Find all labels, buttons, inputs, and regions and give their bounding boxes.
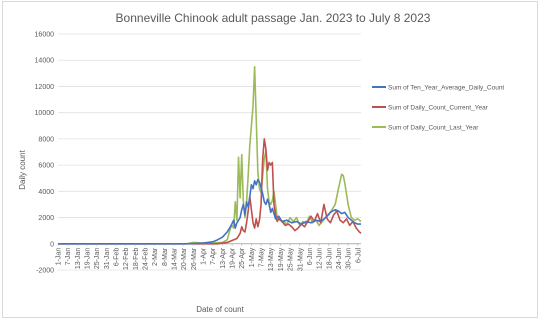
- x-tick-label: 25-May: [288, 247, 295, 271]
- x-tick-label: 7-Apr: [210, 247, 217, 265]
- x-tick-label: 14-Mar: [172, 247, 179, 270]
- x-tick-label: 8-Mar: [162, 247, 169, 266]
- x-tick-label: 7-Jan: [65, 248, 72, 266]
- x-tick-label: 13-Apr: [220, 247, 227, 269]
- y-tick-label: 12000: [35, 84, 55, 91]
- x-tick-label: 13-May: [268, 247, 275, 271]
- x-tick-label: 19-May: [278, 247, 285, 271]
- y-tick-label: 8000: [38, 136, 54, 143]
- y-tick-label: 2000: [38, 215, 54, 222]
- legend: Sum of Ten_Year_Average_Daily_Count Sum …: [372, 85, 504, 132]
- x-tick-label: 26-Mar: [191, 247, 198, 270]
- y-tick-label: 4000: [38, 189, 54, 196]
- gridlines: [58, 33, 361, 271]
- legend-label-ten-year: Sum of Ten_Year_Average_Daily_Count: [388, 85, 504, 92]
- x-tick-label: 19-Jan: [85, 248, 92, 270]
- x-tick-label: 20-Mar: [181, 247, 188, 270]
- x-axis-title: Date of count: [196, 305, 244, 314]
- x-tick-label: 31-May: [297, 247, 304, 271]
- x-tick-label: 18-Jun: [326, 248, 333, 270]
- y-axis-title: Daily count: [18, 149, 27, 189]
- y-tick-labels: -2000 0 2000 4000 6000 8000 10000 12000 14000 160…: [35, 32, 55, 275]
- x-tick-label: 6-Jun: [307, 248, 314, 266]
- chart-svg: -2000 0 2000 4000 6000 8000 10000 12000 14000 160…: [18, 11, 504, 314]
- y-tick-label: 10000: [35, 110, 55, 117]
- x-tick-labels: 1-Jan 7-Jan 13-Jan 19-Jan 25-Jan 31-Jan 6-Feb 1…: [56, 243, 362, 271]
- x-tick-label: 24-Jun: [336, 248, 343, 270]
- series-line-ten-year-average: [58, 178, 361, 245]
- series-layer: [58, 65, 362, 245]
- x-tick-label: 2-Mar: [152, 247, 159, 266]
- x-tick-label: 1-Jan: [56, 248, 63, 266]
- x-tick-label: 1-Apr: [201, 247, 208, 265]
- x-tick-label: 25-Jan: [94, 248, 101, 270]
- x-tick-label: 25-Apr: [239, 247, 246, 269]
- x-tick-label: 12-Jun: [317, 248, 324, 270]
- x-tick-label: 6-Feb: [114, 248, 121, 266]
- x-tick-label: 19-Apr: [230, 247, 237, 269]
- y-tick-label: 6000: [38, 163, 54, 170]
- chart-frame: -2000 0 2000 4000 6000 8000 10000 12000 14000 160…: [2, 1, 538, 318]
- x-tick-label: 1-May: [249, 247, 256, 267]
- x-tick-label: 31-Jan: [104, 248, 111, 270]
- legend-label-current-year: Sum of Daily_Count_Current_Year: [388, 105, 489, 112]
- y-tick-label: 14000: [35, 58, 55, 65]
- y-tick-label: 0: [50, 241, 54, 248]
- chart-title: Bonneville Chinook adult passage Jan. 20…: [116, 11, 431, 25]
- x-tick-label: 7-May: [259, 247, 266, 267]
- y-tick-label: 16000: [35, 32, 55, 39]
- legend-label-last-year: Sum of Daily_Count_Last_Year: [388, 125, 479, 132]
- x-tick-label: 13-Jan: [75, 248, 82, 270]
- series-line-current-year: [58, 138, 362, 245]
- x-tick-label: 24-Feb: [143, 248, 150, 270]
- x-tick-label: 30-Jun: [346, 248, 353, 270]
- x-tick-label: 6-Jul: [355, 247, 362, 263]
- y-tick-label: -2000: [36, 268, 54, 275]
- x-tick-label: 12-Feb: [123, 248, 130, 270]
- x-tick-label: 18-Feb: [133, 248, 140, 270]
